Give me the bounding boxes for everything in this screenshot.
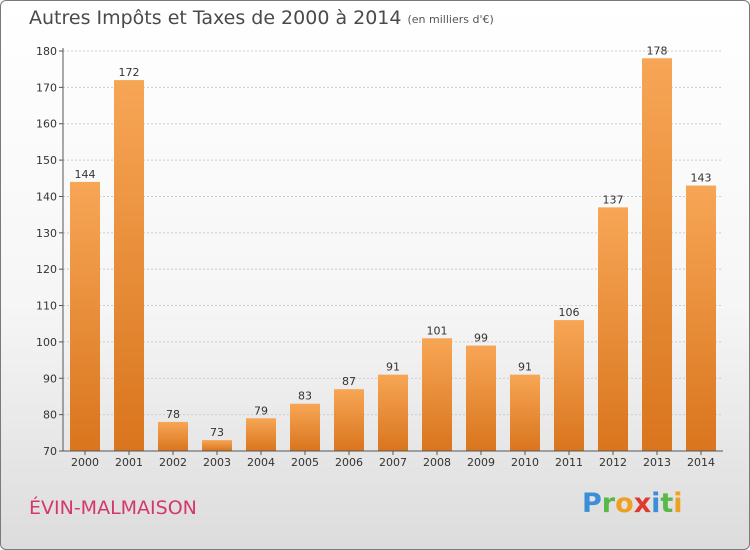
- value-label: 91: [518, 361, 532, 374]
- y-tick-label: 120: [36, 263, 57, 276]
- value-label: 73: [210, 426, 224, 439]
- value-label: 178: [647, 44, 668, 57]
- bar-2001[interactable]: [114, 80, 144, 451]
- y-tick-label: 70: [43, 445, 57, 458]
- value-label: 83: [298, 390, 312, 403]
- bar-2014[interactable]: [686, 185, 716, 451]
- bar-2003[interactable]: [202, 440, 232, 451]
- bar-2002[interactable]: [158, 421, 188, 451]
- bar-2004[interactable]: [246, 418, 276, 451]
- value-label: 143: [691, 172, 712, 185]
- commune-name: ÉVIN-MALMAISON: [29, 497, 197, 519]
- value-label: 99: [474, 332, 488, 345]
- bar-2009[interactable]: [466, 345, 496, 451]
- bar-2005[interactable]: [290, 403, 320, 451]
- axes: 70 80 90 100 110 120 130 140 150 160 170 180 2000 200…: [36, 45, 723, 469]
- bar-2006[interactable]: [334, 389, 364, 451]
- x-tick-label: 2005: [291, 456, 319, 469]
- value-label: 144: [75, 168, 96, 181]
- x-tick-label: 2014: [687, 456, 715, 469]
- value-label: 91: [386, 361, 400, 374]
- y-tick-label: 180: [36, 45, 57, 58]
- x-tick-label: 2001: [115, 456, 143, 469]
- x-tick-label: 2007: [379, 456, 407, 469]
- y-tick-label: 100: [36, 336, 57, 349]
- x-tick-label: 2004: [247, 456, 275, 469]
- x-tick-label: 2009: [467, 456, 495, 469]
- x-tick-label: 2006: [335, 456, 363, 469]
- x-tick-label: 2011: [555, 456, 583, 469]
- logo-letter: i: [673, 488, 683, 519]
- x-tick-label: 2012: [599, 456, 627, 469]
- value-label: 87: [342, 375, 356, 388]
- y-tick-label: 130: [36, 227, 57, 240]
- value-label: 106: [559, 306, 580, 319]
- chart-subtitle: (en milliers d'€): [407, 13, 494, 26]
- value-label: 172: [119, 66, 140, 79]
- y-tick-label: 150: [36, 154, 57, 167]
- y-tick-label: 170: [36, 81, 57, 94]
- y-tick-label: 160: [36, 118, 57, 131]
- bar-2013[interactable]: [642, 58, 672, 451]
- value-label: 78: [166, 408, 180, 421]
- x-tick-label: 2000: [71, 456, 99, 469]
- bar-2011[interactable]: [554, 320, 584, 451]
- value-label: 137: [603, 193, 624, 206]
- y-tick-label: 80: [43, 409, 57, 422]
- value-label: 101: [427, 324, 448, 337]
- logo-letter: r: [601, 488, 616, 519]
- bars: 144 172 78 73 79 83 87 91 101 99 91 106 137 178 143: [70, 44, 716, 451]
- bar-2000[interactable]: [70, 181, 100, 451]
- x-tick-label: 2010: [511, 456, 539, 469]
- x-tick-label: 2013: [643, 456, 671, 469]
- logo-letter: i: [651, 488, 661, 519]
- chart-title: Autres Impôts et Taxes de 2000 à 2014 (en…: [29, 7, 494, 29]
- x-tick-label: 2008: [423, 456, 451, 469]
- chart-title-text: Autres Impôts et Taxes de 2000 à 2014: [29, 7, 402, 29]
- proxiti-logo[interactable]: Proxiti: [582, 488, 683, 519]
- y-tick-label: 140: [36, 190, 57, 203]
- y-tick-label: 110: [36, 300, 57, 313]
- logo-letter: o: [615, 488, 634, 519]
- value-label: 79: [254, 404, 268, 417]
- y-tick-label: 90: [43, 372, 57, 385]
- x-tick-label: 2003: [203, 456, 231, 469]
- bar-2008[interactable]: [422, 338, 452, 451]
- bar-2007[interactable]: [378, 374, 408, 451]
- x-tick-label: 2002: [159, 456, 187, 469]
- bar-2010[interactable]: [510, 374, 540, 451]
- logo-letter: t: [660, 488, 674, 519]
- logo-letter: x: [633, 488, 652, 519]
- logo-letter: P: [582, 488, 602, 519]
- bar-2012[interactable]: [598, 207, 628, 451]
